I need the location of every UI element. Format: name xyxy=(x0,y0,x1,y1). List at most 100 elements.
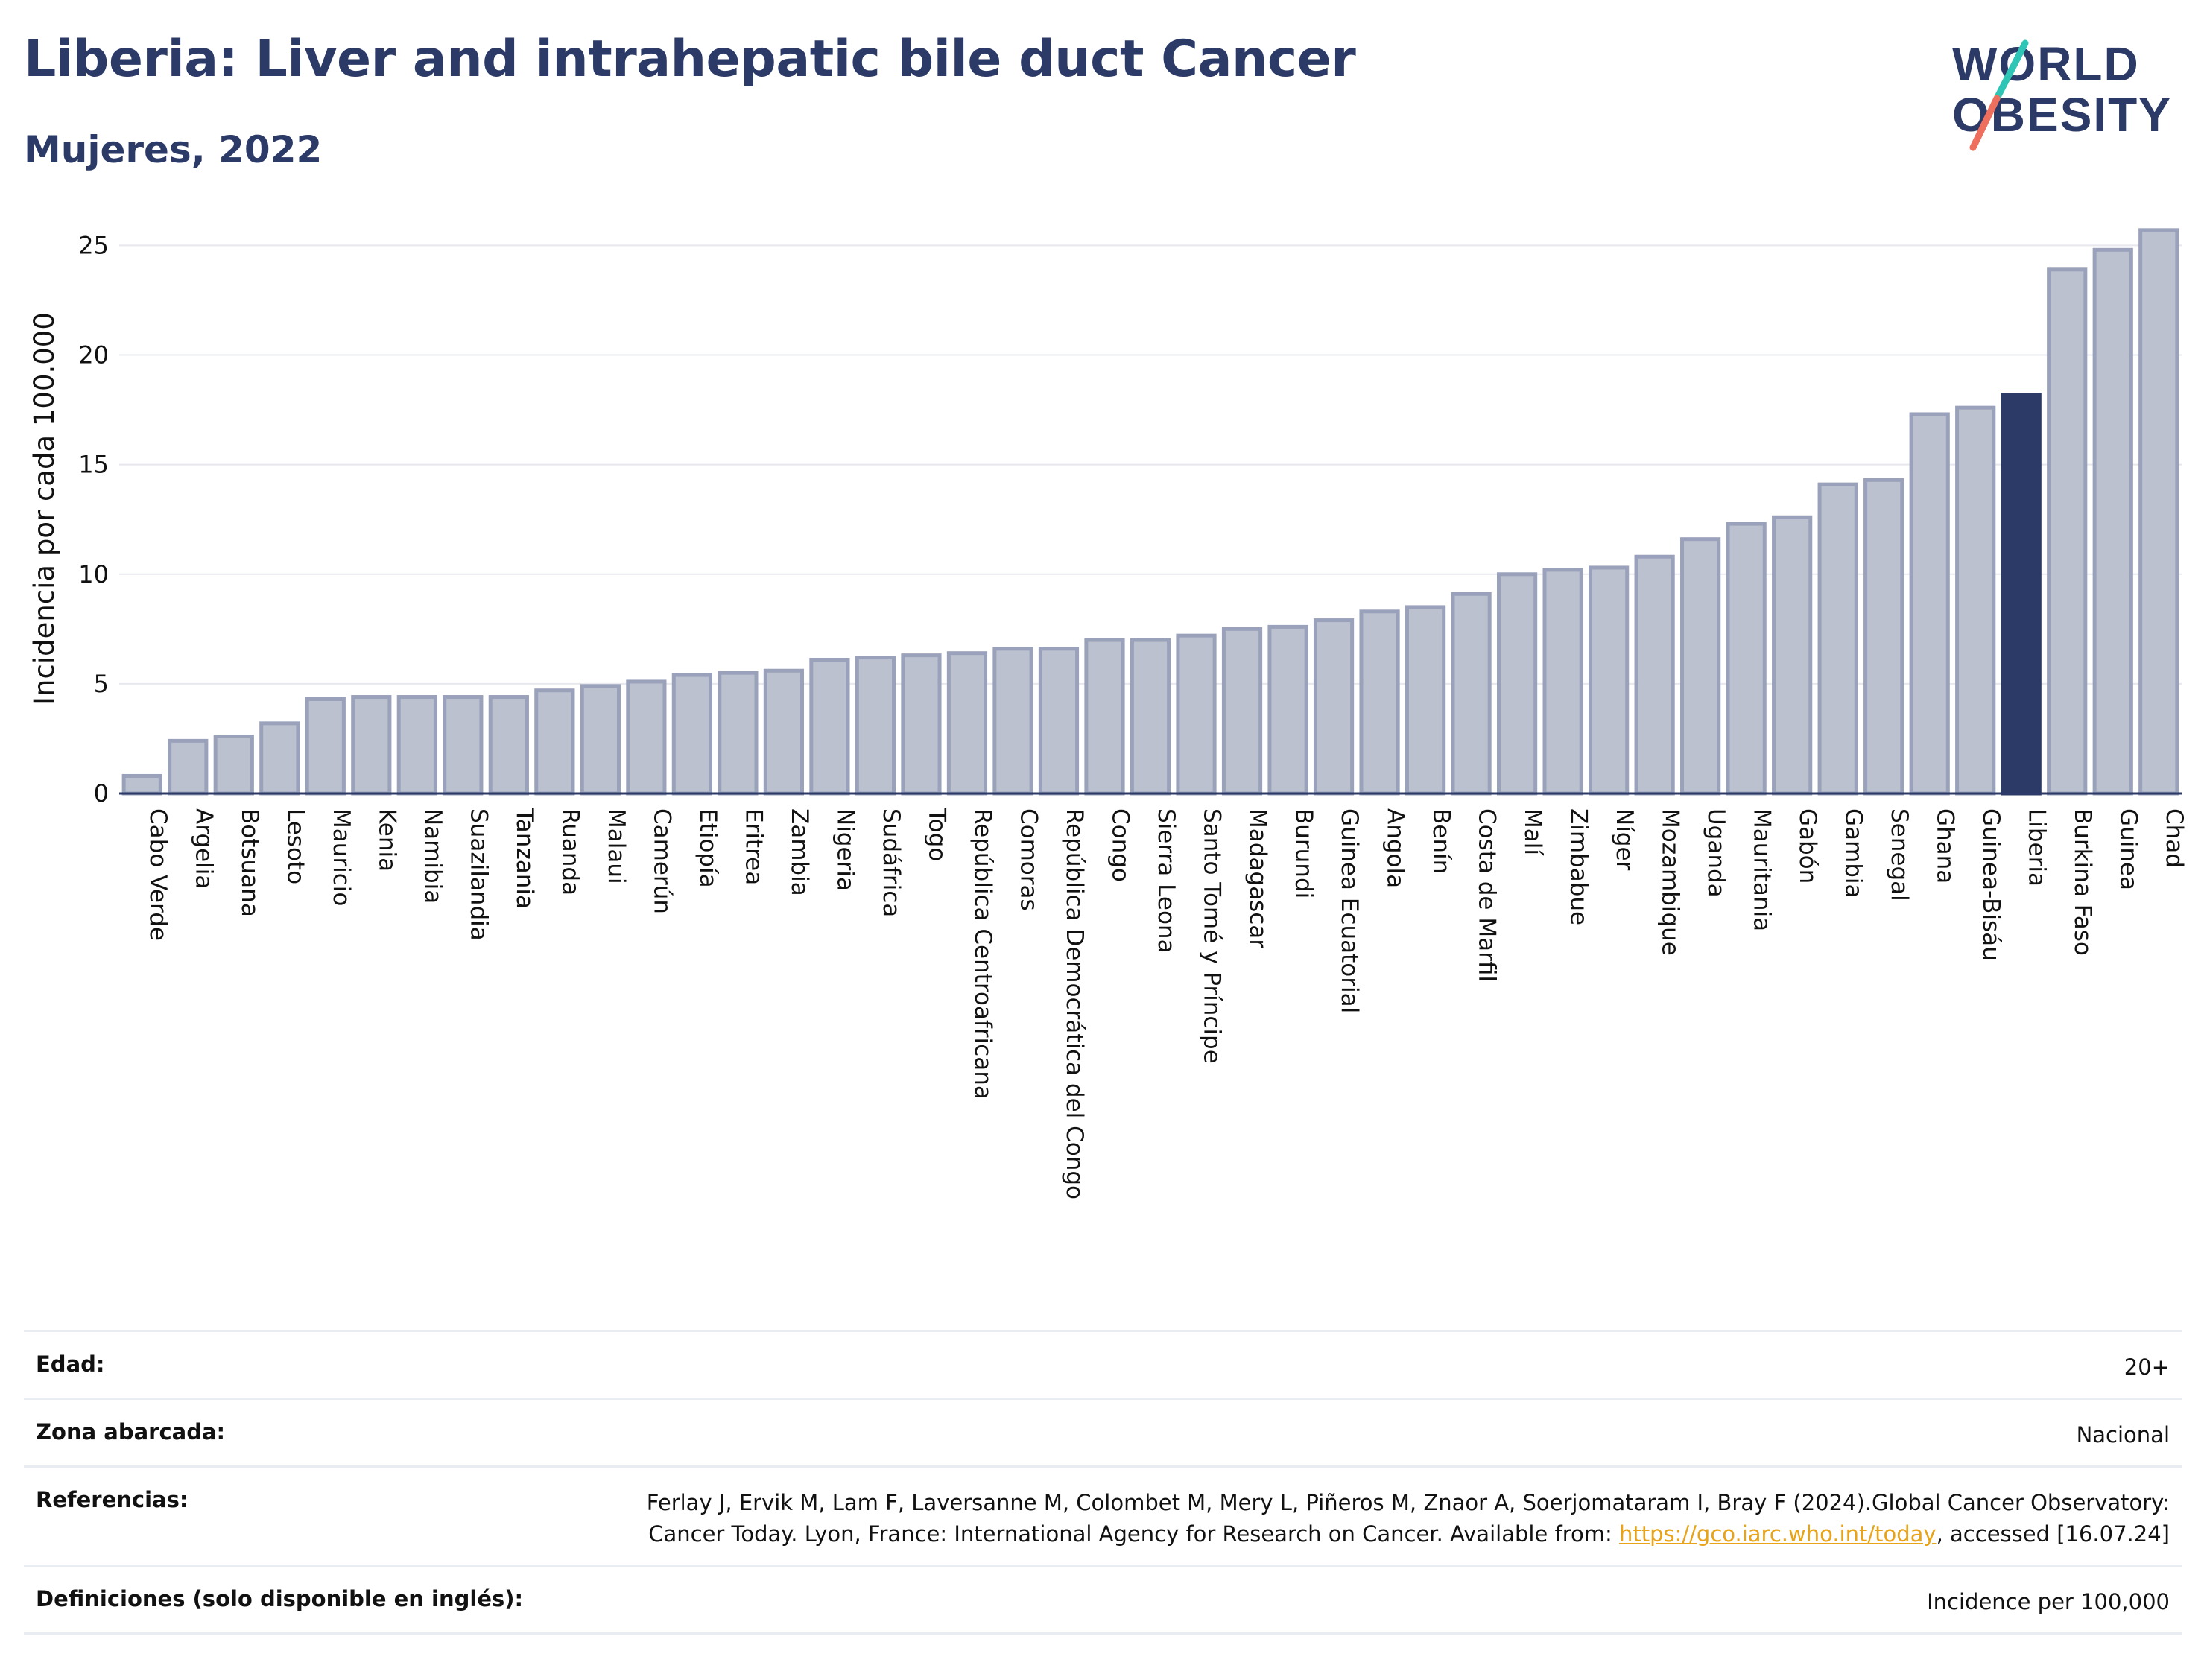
bar[interactable] xyxy=(213,735,254,796)
logo-slash-coral xyxy=(1969,95,2001,151)
bar[interactable] xyxy=(121,773,162,796)
x-category-label: Nigeria xyxy=(832,808,858,891)
bar[interactable] xyxy=(946,651,988,796)
bar[interactable] xyxy=(351,695,392,796)
x-category-label: Comoras xyxy=(1015,808,1042,911)
bar[interactable] xyxy=(1909,412,1950,796)
bar[interactable] xyxy=(1955,405,1996,796)
references-value: Ferlay J, Ervik M, Lam F, Laversanne M, … xyxy=(605,1487,2170,1550)
info-table: Edad: 20+ Zona abarcada: Nacional Refere… xyxy=(24,1330,2182,1635)
x-category-label: Zambia xyxy=(786,808,813,896)
bar[interactable] xyxy=(2092,247,2133,796)
x-category-label: Liberia xyxy=(2024,808,2051,887)
x-category-label: Mozambique xyxy=(1657,808,1684,956)
bar[interactable] xyxy=(1221,627,1263,796)
bar[interactable] xyxy=(259,721,300,796)
y-tick-label: 25 xyxy=(78,231,109,259)
x-category-label: Mauritania xyxy=(1749,808,1776,931)
bar[interactable] xyxy=(855,656,896,796)
bar[interactable] xyxy=(1817,482,1858,796)
bar[interactable] xyxy=(1634,554,1675,796)
bar[interactable] xyxy=(1313,618,1355,796)
bar[interactable] xyxy=(2047,267,2088,796)
x-category-label: Togo xyxy=(923,808,950,861)
x-category-label: Tanzania xyxy=(511,808,538,909)
area-label: Zona abarcada: xyxy=(36,1419,226,1445)
bar[interactable] xyxy=(1359,609,1400,796)
x-category-label: Angola xyxy=(1382,808,1409,888)
x-category-label: Guinea xyxy=(2115,808,2142,890)
bar[interactable] xyxy=(1267,624,1308,796)
x-category-label: Ghana xyxy=(1932,808,1959,884)
bar[interactable] xyxy=(718,671,759,796)
bar[interactable] xyxy=(1542,568,1583,796)
x-category-label: Cabo Verde xyxy=(145,808,171,941)
bar[interactable] xyxy=(396,695,437,796)
bar[interactable] xyxy=(1084,638,1125,796)
bars xyxy=(121,228,2179,796)
bar[interactable] xyxy=(2138,228,2179,796)
y-tick-label: 5 xyxy=(94,670,109,698)
references-link[interactable]: https://gco.iarc.who.int/today xyxy=(1618,1521,1937,1547)
bar[interactable] xyxy=(626,679,667,796)
x-category-label: República Democrática del Congo xyxy=(1061,808,1088,1199)
info-row-area: Zona abarcada: Nacional xyxy=(24,1398,2182,1465)
x-category-label: Namibia xyxy=(419,808,446,904)
bar[interactable] xyxy=(1726,522,1767,796)
x-category-label: Ruanda xyxy=(557,808,583,896)
bar[interactable] xyxy=(1038,647,1080,796)
bar[interactable] xyxy=(1451,592,1492,796)
info-row-references: Referencias: Ferlay J, Ervik M, Lam F, L… xyxy=(24,1465,2182,1565)
bar[interactable] xyxy=(580,684,621,796)
bar[interactable] xyxy=(1680,537,1721,796)
definitions-value: Incidence per 100,000 xyxy=(1927,1589,2170,1615)
x-category-label: Senegal xyxy=(1886,808,1913,901)
x-category-label: Suazilandia xyxy=(465,808,492,941)
bar[interactable] xyxy=(809,658,850,796)
bar[interactable] xyxy=(305,697,346,796)
info-row-definitions: Definiciones (solo disponible en inglés)… xyxy=(24,1565,2182,1635)
bar[interactable] xyxy=(992,647,1033,796)
x-category-label: Sierra Leona xyxy=(1153,808,1179,954)
bar[interactable] xyxy=(1405,605,1446,796)
logo-slash-teal xyxy=(1993,39,2029,102)
bar[interactable] xyxy=(763,668,805,796)
x-category-label: Benín xyxy=(1428,808,1454,874)
bar[interactable] xyxy=(443,695,484,796)
x-category-label: Kenia xyxy=(373,808,400,872)
x-category-label: Gambia xyxy=(1840,808,1867,898)
y-tick-label: 20 xyxy=(78,341,109,370)
world-obesity-logo[interactable]: WORLD OBESITY xyxy=(1937,30,2191,164)
x-category-label: Malí xyxy=(1519,808,1546,856)
x-category-label: Etiopía xyxy=(694,808,721,888)
logo-graphic: WORLD OBESITY xyxy=(1952,37,2170,151)
x-category-label: Madagascar xyxy=(1244,808,1271,948)
x-category-label: Argelia xyxy=(190,808,217,889)
x-category-label: Guinea Ecuatorial xyxy=(1336,808,1363,1013)
bar[interactable] xyxy=(168,738,209,796)
bar[interactable] xyxy=(1496,572,1538,796)
bar[interactable] xyxy=(671,673,712,796)
bar[interactable] xyxy=(1176,633,1217,796)
x-category-label: Mauricio xyxy=(328,808,355,906)
age-label: Edad: xyxy=(36,1351,105,1377)
x-category-label: Níger xyxy=(1611,808,1638,871)
x-category-label: Eritrea xyxy=(740,808,767,885)
bar[interactable] xyxy=(1130,638,1171,796)
x-category-label: Zimbabue xyxy=(1565,808,1592,925)
bar[interactable] xyxy=(488,695,529,796)
chart-subtitle: Mujeres, 2022 xyxy=(24,128,323,171)
x-category-label: Gabón xyxy=(1794,808,1821,884)
bar[interactable] xyxy=(534,688,575,796)
bar[interactable] xyxy=(901,653,942,796)
x-category-label: Guinea-Bisáu xyxy=(1977,808,2004,961)
bar[interactable] xyxy=(1772,515,1813,796)
x-category-label: Burkina Faso xyxy=(2069,808,2096,956)
bar-chart: 0 5 10 15 20 25 Cabo Verde Argelia Botsuana Leso… xyxy=(28,228,2188,1199)
x-axis-labels: Cabo Verde Argelia Botsuana Lesoto Mauricio K… xyxy=(145,808,2188,1199)
bar-highlighted[interactable] xyxy=(2001,393,2042,796)
bar[interactable] xyxy=(1863,478,1904,796)
bar[interactable] xyxy=(1589,565,1630,796)
x-category-label: Congo xyxy=(1106,808,1133,882)
x-category-label: Santo Tomé y Príncipe xyxy=(1199,808,1226,1064)
